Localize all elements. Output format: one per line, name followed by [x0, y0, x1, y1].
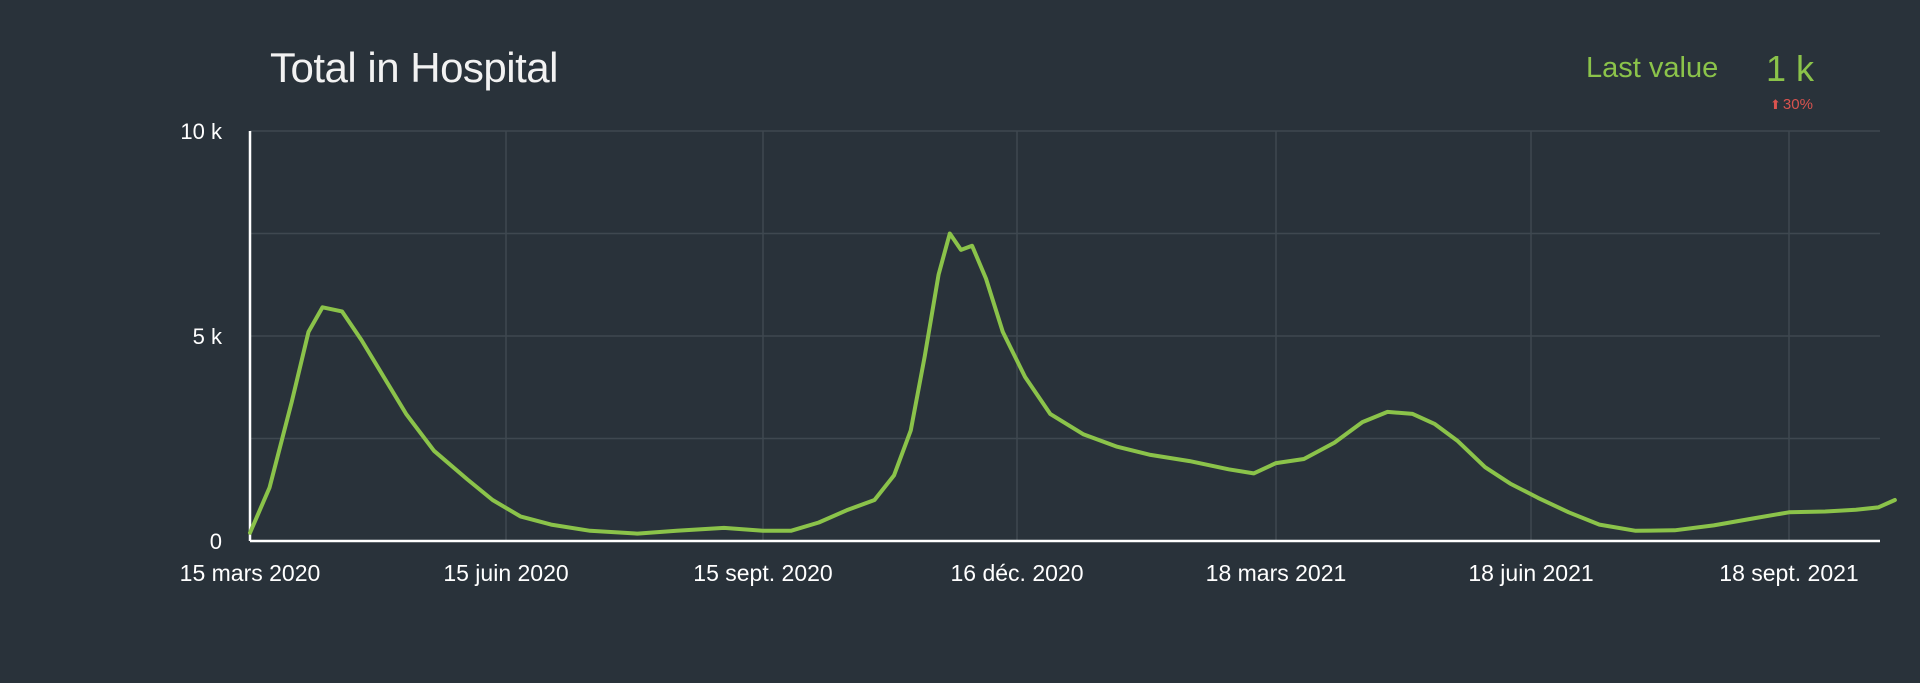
y-tick-label: 10 k — [180, 119, 223, 144]
x-tick-label: 16 déc. 2020 — [950, 560, 1083, 586]
x-axis-labels: 15 mars 2020 15 juin 2020 15 sept. 2020 16 … — [180, 560, 1859, 586]
change-indicator: ⬆ 30% — [1770, 96, 1813, 113]
x-tick-label: 15 mars 2020 — [180, 560, 321, 586]
x-tick-label: 18 juin 2021 — [1468, 560, 1593, 586]
axes — [248, 131, 1880, 543]
last-value-label: Last value — [1586, 52, 1719, 84]
x-tick-label: 15 juin 2020 — [443, 560, 568, 586]
grid-lines — [250, 130, 1880, 541]
chart-title: Total in Hospital — [270, 44, 558, 91]
last-value: 1 k — [1766, 48, 1815, 89]
x-tick-label: 18 mars 2021 — [1206, 560, 1347, 586]
y-tick-label: 5 k — [193, 324, 223, 349]
y-tick-label: 0 — [210, 529, 222, 554]
y-axis-labels: 0 5 k 10 k — [180, 119, 223, 554]
change-percent: 30% — [1782, 96, 1813, 113]
arrow-up-icon: ⬆ — [1770, 97, 1781, 112]
series-line-total-in-hospital — [248, 231, 1897, 536]
x-tick-label: 15 sept. 2020 — [693, 560, 832, 586]
x-tick-label: 18 sept. 2021 — [1719, 560, 1858, 586]
